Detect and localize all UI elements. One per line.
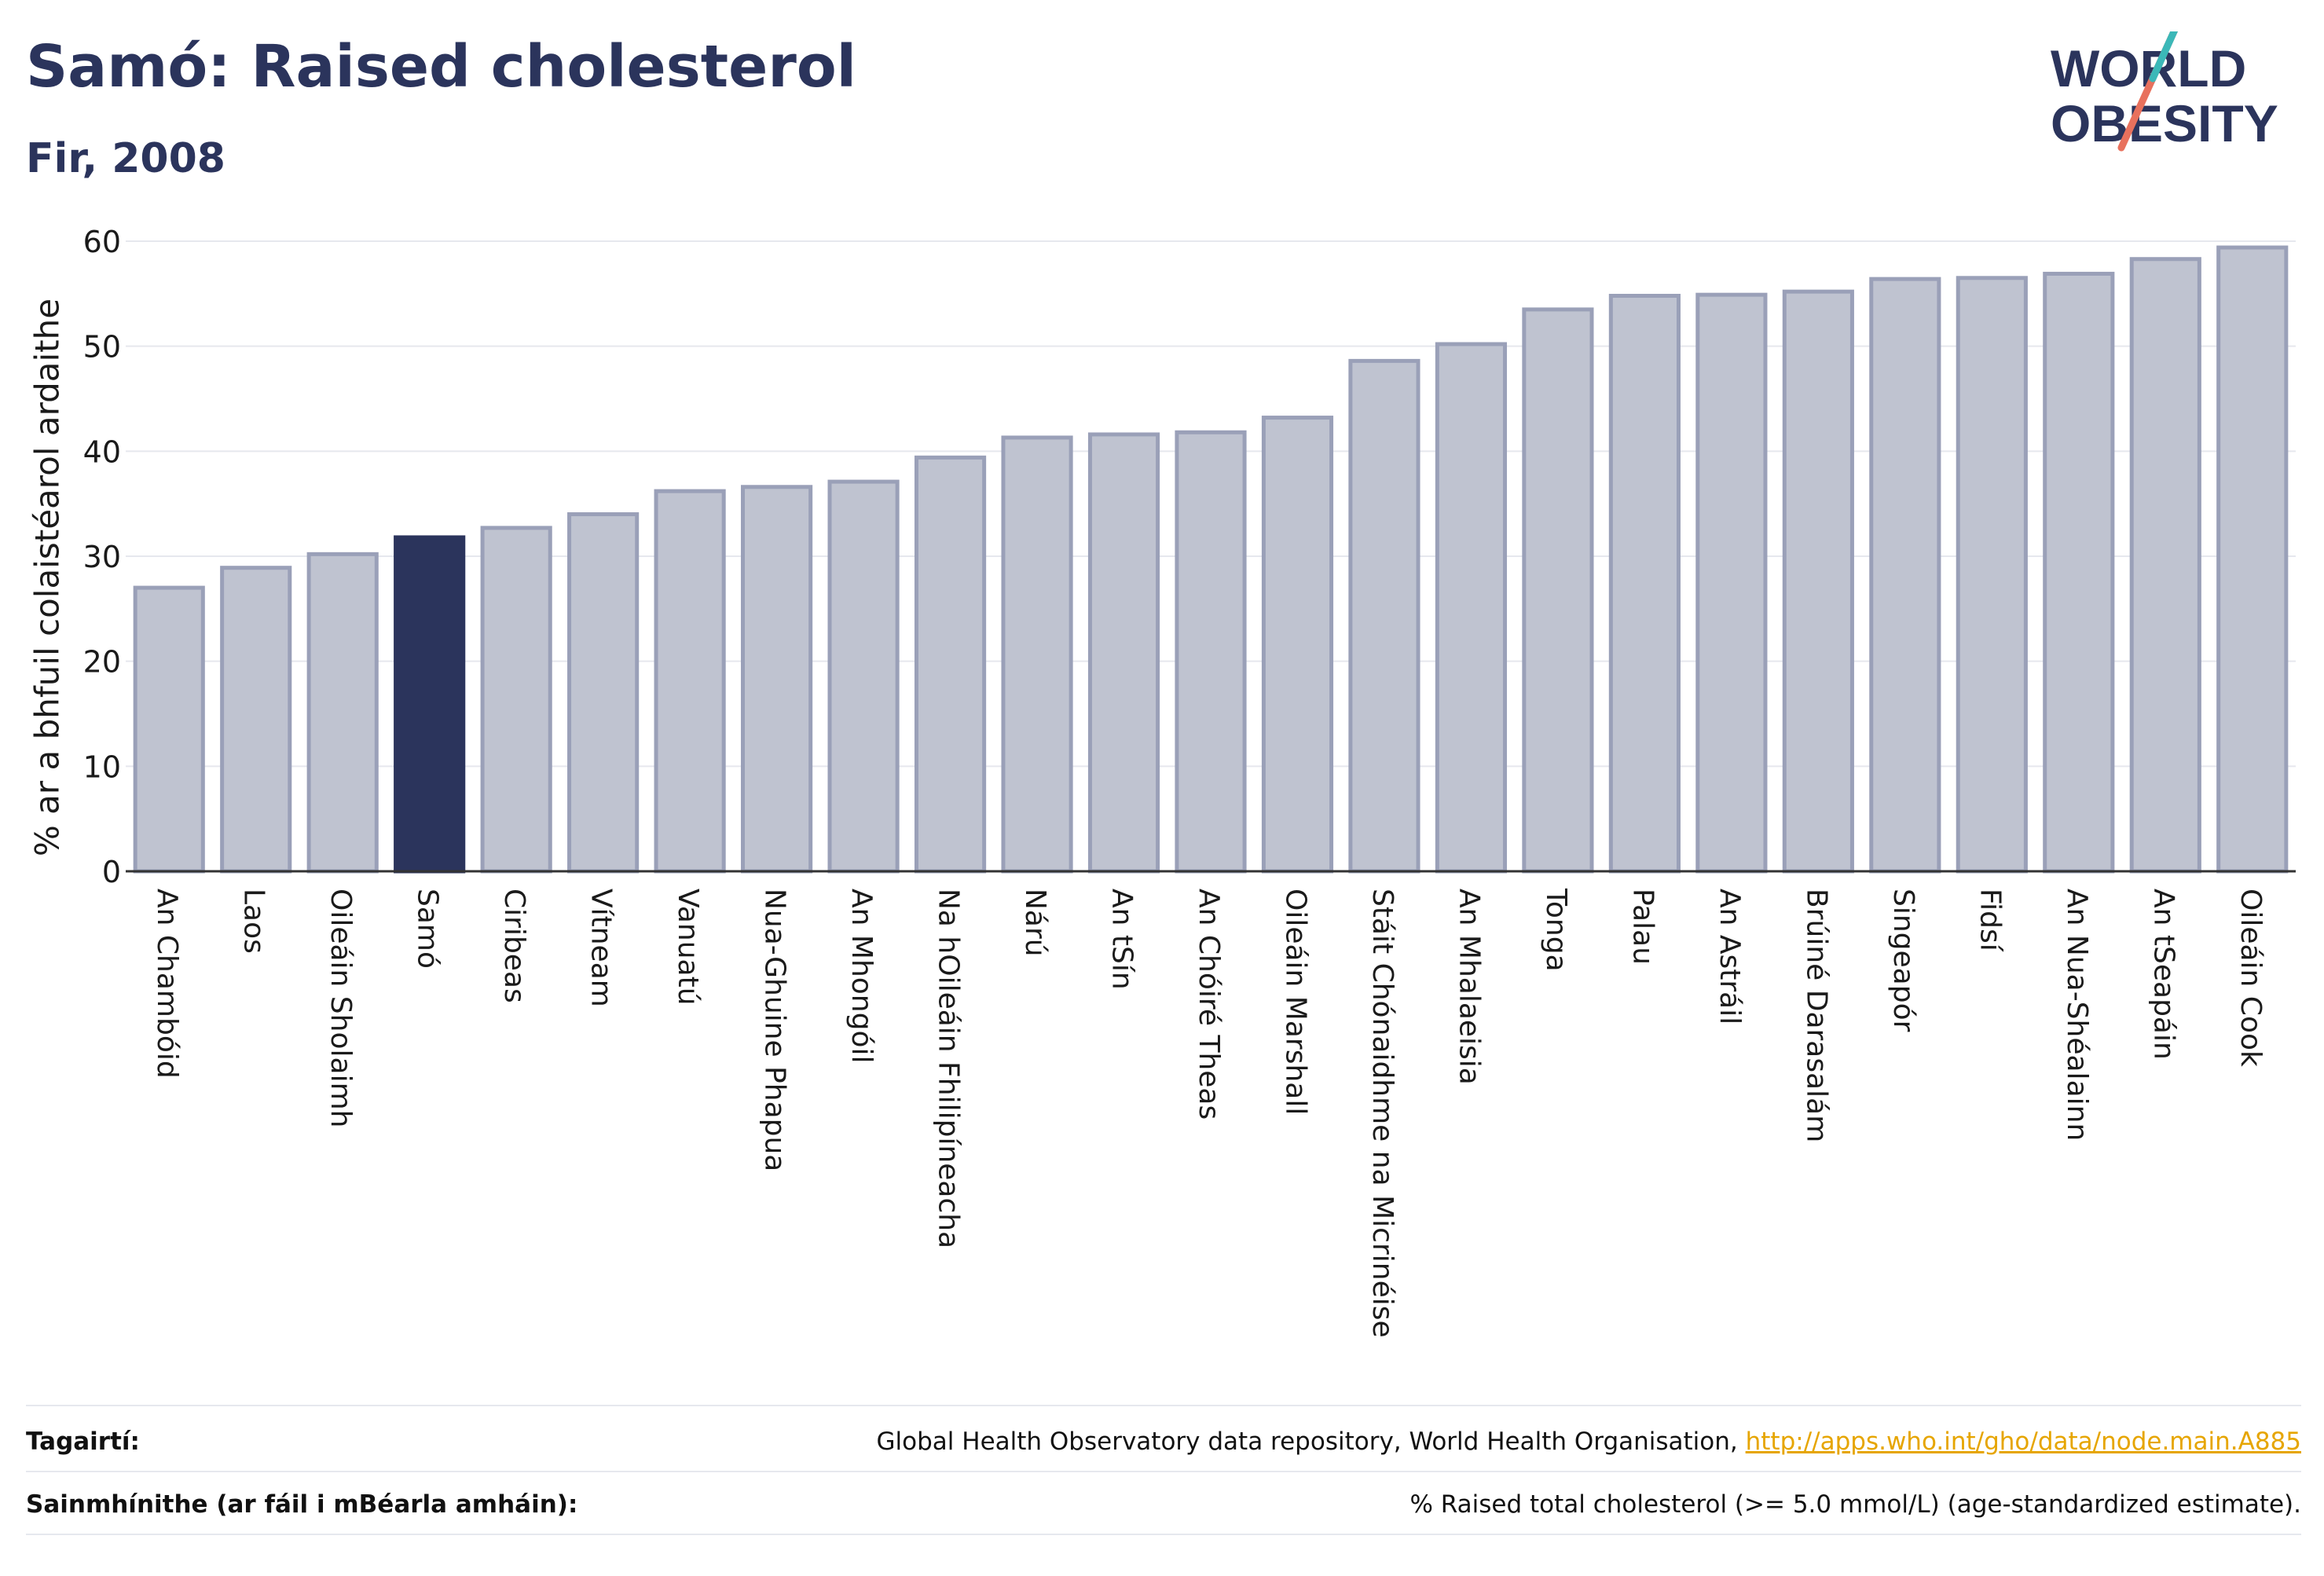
x-tick-label: Palau xyxy=(1626,889,1659,965)
x-tick-label: An tSín xyxy=(1106,889,1138,990)
bar xyxy=(1522,307,1594,874)
references-label: Tagairtí: xyxy=(26,1428,140,1456)
bar xyxy=(1782,289,1854,874)
x-tick-label: Oileáin Cook xyxy=(2234,889,2267,1067)
bar xyxy=(1956,276,2028,874)
references-text: Global Health Observatory data repositor… xyxy=(876,1428,1746,1456)
y-tick-label: 60 xyxy=(83,225,121,259)
y-axis-title: % ar a bhfuil colaistéarol ardaithe xyxy=(27,298,67,857)
chart-subtitle: Fir, 2008 xyxy=(26,135,225,182)
x-tick-label: Nua-Ghuine Phapua xyxy=(759,889,791,1171)
y-tick-label: 20 xyxy=(83,645,121,680)
y-tick-label: 40 xyxy=(83,434,121,469)
bar xyxy=(133,585,205,874)
definitions-label: Sainmhínithe (ar fáil i mBéarla amháin): xyxy=(26,1490,578,1519)
axes: 0 10 20 30 40 50 60 xyxy=(83,225,2296,889)
bar xyxy=(220,566,292,874)
bar xyxy=(1869,277,1941,874)
bar xyxy=(2216,245,2289,874)
bar xyxy=(394,535,466,874)
definitions-row: Sainmhínithe (ar fáil i mBéarla amháin):… xyxy=(26,1474,2301,1535)
x-tick-label: An Nua-Shéalainn xyxy=(2061,889,2093,1141)
bar xyxy=(1001,435,1073,874)
x-tick-label: Oileáin Sholaimh xyxy=(324,889,357,1127)
x-tick-label: An tSeapáin xyxy=(2147,889,2179,1060)
bar xyxy=(2129,257,2201,874)
bar xyxy=(914,455,987,874)
x-tick-label: Vanuatú xyxy=(672,889,704,1006)
definitions-text: % Raised total cholesterol (>= 5.0 mmol/… xyxy=(1409,1490,2301,1519)
bar xyxy=(1695,292,1768,874)
bar xyxy=(1261,416,1334,874)
y-tick-label: 30 xyxy=(83,540,121,574)
bar xyxy=(567,512,640,874)
footer-divider-middle xyxy=(26,1471,2301,1472)
bar-chart: 0 10 20 30 40 50 60 An Chambóid Laos Oileáin Sho… xyxy=(83,225,2296,1338)
bars xyxy=(133,245,2289,874)
world-obesity-logo: WORLD OBESITY xyxy=(2051,31,2278,152)
bar xyxy=(1435,342,1508,874)
bar xyxy=(1608,294,1681,874)
x-tick-labels: An Chambóid Laos Oileáin Sholaimh Samó Cirib… xyxy=(151,888,2267,1338)
x-tick-label: Singeapór xyxy=(1887,889,1919,1032)
y-tick-label: 50 xyxy=(83,330,121,365)
x-tick-label: Brúiné Darasalám xyxy=(1800,889,1832,1142)
x-tick-label: Ciribeas xyxy=(498,889,530,1003)
x-tick-label: An Mhongóil xyxy=(845,889,878,1064)
chart-title: Samó: Raised cholesterol xyxy=(26,33,857,101)
references-value: Global Health Observatory data repositor… xyxy=(877,1428,2301,1456)
references-link[interactable]: http://apps.who.int/gho/data/node.main.A… xyxy=(1745,1428,2301,1456)
x-tick-label: Nárú xyxy=(1019,889,1051,957)
x-tick-label: Samó xyxy=(412,889,444,969)
bar xyxy=(1175,430,1247,874)
bar xyxy=(480,526,552,874)
references-row: Tagairtí: Global Health Observatory data… xyxy=(26,1411,2301,1472)
svg-text:OBESITY: OBESITY xyxy=(2051,94,2278,152)
bar xyxy=(654,489,726,874)
x-tick-label: Vítneam xyxy=(585,889,618,1007)
x-tick-label: An Chóiré Theas xyxy=(1193,889,1225,1120)
bar xyxy=(1087,432,1160,874)
footer-divider-top xyxy=(26,1405,2301,1406)
x-tick-label: Fidsí xyxy=(1974,889,2006,952)
bar xyxy=(306,552,379,874)
x-tick-label: An Mhalaeisia xyxy=(1453,889,1485,1085)
x-tick-label: Laos xyxy=(238,889,270,954)
bar xyxy=(741,485,813,874)
bar xyxy=(827,479,900,874)
footer-divider-bottom xyxy=(26,1534,2301,1535)
x-tick-label: An Astráil xyxy=(1714,889,1746,1024)
x-tick-label: Stáit Chónaidhme na Micrinéise xyxy=(1366,889,1398,1338)
bar xyxy=(2043,271,2115,874)
y-tick-label: 0 xyxy=(102,855,121,889)
x-tick-label: Na hOileáin Fhilipíneacha xyxy=(933,889,965,1248)
x-tick-label: Tonga xyxy=(1540,888,1572,972)
x-tick-label: Oileáin Marshall xyxy=(1279,889,1311,1115)
bar xyxy=(1348,358,1420,874)
x-tick-label: An Chambóid xyxy=(151,889,183,1079)
y-tick-label: 10 xyxy=(83,750,121,784)
